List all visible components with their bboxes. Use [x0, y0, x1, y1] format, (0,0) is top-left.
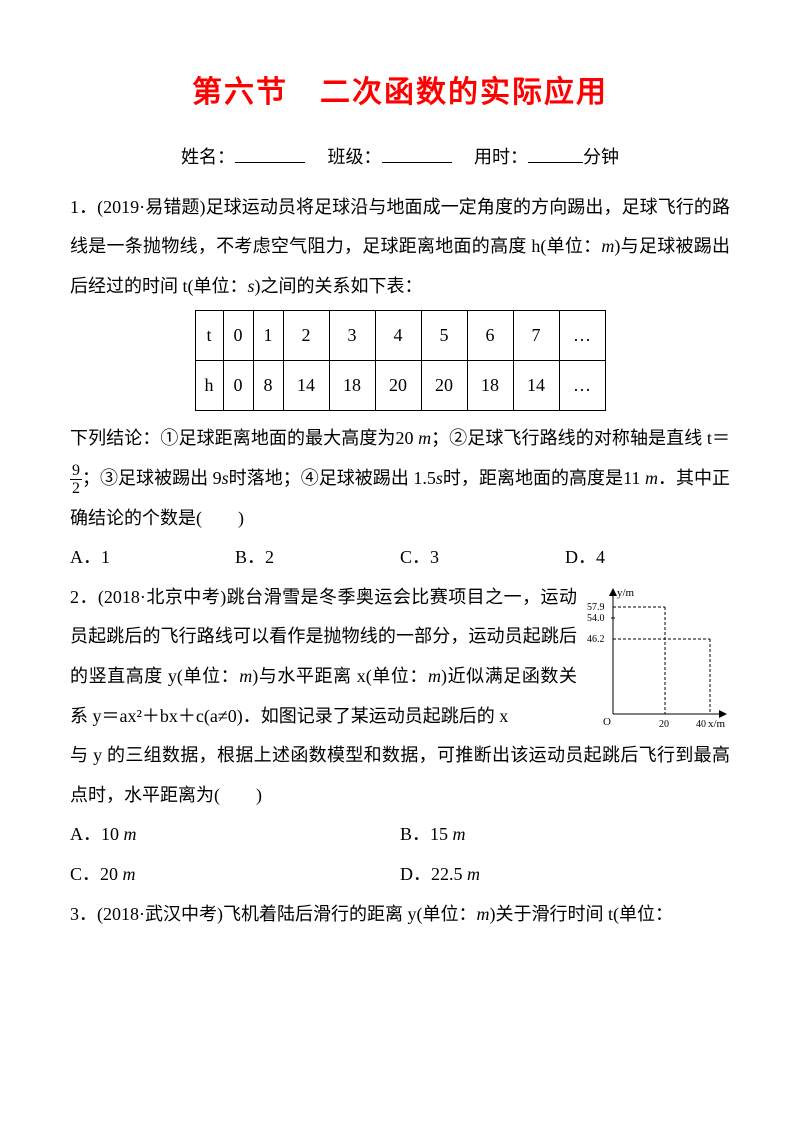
unit-m: m	[601, 236, 614, 256]
time-unit: 分钟	[583, 147, 619, 167]
q2-options-row2: C．20 m D．22.5 m	[70, 855, 730, 895]
origin-label: O	[603, 716, 611, 728]
unit-m-c: m	[123, 864, 136, 884]
q2-opt-a[interactable]: A．10 m	[70, 815, 400, 855]
ytick-579: 57.9	[587, 602, 605, 613]
h-5: 20	[421, 361, 467, 411]
q2-opt-d[interactable]: D．22.5 m	[400, 855, 730, 895]
t-0: 0	[223, 311, 253, 361]
q3-stem: 3．(2018·武汉中考)飞机着陆后滑行的距离 y(单位：m)关于滑行时间 t(…	[70, 895, 730, 935]
q1-c5: 时，距离地面的高度是11	[443, 468, 645, 488]
frac-num: 9	[70, 462, 82, 481]
unit-s-3: s	[436, 468, 443, 488]
q2-options-row1: A．10 m B．15 m	[70, 815, 730, 855]
q1-opt-a[interactable]: A．1	[70, 538, 235, 578]
q2-t4: 与 y 的三组数据，根据上述函数模型和数据，可推断出该运动员起跳后飞行到最高点时…	[70, 745, 730, 805]
t-label: t	[195, 311, 223, 361]
xtick-20: 20	[659, 719, 669, 730]
q2-opt-a-text: A．10	[70, 824, 124, 844]
q2-opt-c-text: C．20	[70, 864, 123, 884]
q1-opt-d[interactable]: D．4	[565, 538, 730, 578]
unit-m-b: m	[453, 824, 466, 844]
t-2: 2	[283, 311, 329, 361]
xtick-40: 40	[696, 719, 706, 730]
unit-m-5: m	[428, 666, 441, 686]
name-label: 姓名：	[181, 147, 235, 167]
h-label: h	[195, 361, 223, 411]
unit-m-d: m	[467, 864, 480, 884]
fraction-9-2: 92	[70, 462, 82, 498]
table-row-h: h 0 8 14 18 20 20 18 14 …	[195, 361, 605, 411]
t-1: 1	[253, 311, 283, 361]
q1-c2: ；②足球飞行路线的对称轴是直线 t＝	[431, 428, 730, 448]
q1-c1: 下列结论：①足球距离地面的最大高度为20	[70, 428, 418, 448]
t-6: 6	[467, 311, 513, 361]
time-label: 用时：	[474, 147, 528, 167]
t-5: 5	[421, 311, 467, 361]
unit-s-2: s	[222, 468, 229, 488]
q1-opt-b[interactable]: B．2	[235, 538, 400, 578]
q2-opt-c[interactable]: C．20 m	[70, 855, 400, 895]
q2-block: y/m x/m O 57.9 54.0 46.2 20 40 2．(2018·北…	[70, 578, 730, 816]
q2-stem-2: 与 y 的三组数据，根据上述函数模型和数据，可推断出该运动员起跳后飞行到最高点时…	[70, 736, 730, 815]
h-2: 14	[283, 361, 329, 411]
name-blank[interactable]	[235, 145, 305, 163]
q2-opt-d-text: D．22.5	[400, 864, 467, 884]
q2-opt-b[interactable]: B．15 m	[400, 815, 730, 855]
unit-m-a: m	[124, 824, 137, 844]
h-8: …	[559, 361, 605, 411]
h-1: 8	[253, 361, 283, 411]
q3-t1: 3．(2018·武汉中考)飞机着陆后滑行的距离 y(单位：	[70, 904, 476, 924]
q1-stem: 1．(2019·易错题)足球运动员将足球沿与地面成一定角度的方向踢出，足球飞行的…	[70, 188, 730, 307]
unit-m-4: m	[239, 666, 252, 686]
q1-conclusion: 下列结论：①足球距离地面的最大高度为20 m；②足球飞行路线的对称轴是直线 t＝…	[70, 419, 730, 538]
y-axis-label: y/m	[617, 587, 635, 599]
q1-text-3: )之间的关系如下表：	[255, 276, 423, 296]
form-line: 姓名： 班级： 用时： 分钟	[70, 138, 730, 178]
q1-c3: ；③足球被踢出 9	[82, 468, 222, 488]
unit-m-2: m	[418, 428, 431, 448]
h-3: 18	[329, 361, 375, 411]
q1-options: A．1 B．2 C．3 D．4	[70, 538, 730, 578]
table-row-t: t 0 1 2 3 4 5 6 7 …	[195, 311, 605, 361]
class-blank[interactable]	[382, 145, 452, 163]
t-8: …	[559, 311, 605, 361]
q2-opt-b-text: B．15	[400, 824, 453, 844]
h-0: 0	[223, 361, 253, 411]
q3-t2: )关于滑行时间 t(单位：	[489, 904, 673, 924]
q1-table-wrap: t 0 1 2 3 4 5 6 7 … h 0 8 14 18 20 20 18…	[70, 310, 730, 411]
page-title: 第六节 二次函数的实际应用	[70, 60, 730, 126]
t-3: 3	[329, 311, 375, 361]
unit-s: s	[248, 276, 255, 296]
unit-m-6: m	[476, 904, 489, 924]
class-label: 班级：	[328, 147, 382, 167]
q1-c4: 时落地；④足球被踢出 1.5	[229, 468, 436, 488]
h-6: 18	[467, 361, 513, 411]
q1-table: t 0 1 2 3 4 5 6 7 … h 0 8 14 18 20 20 18…	[195, 310, 606, 411]
ytick-540: 54.0	[587, 613, 605, 624]
q2-graph: y/m x/m O 57.9 54.0 46.2 20 40	[585, 584, 730, 734]
ytick-462: 46.2	[587, 634, 605, 645]
h-4: 20	[375, 361, 421, 411]
h-7: 14	[513, 361, 559, 411]
time-blank[interactable]	[528, 145, 583, 163]
t-7: 7	[513, 311, 559, 361]
q1-opt-c[interactable]: C．3	[400, 538, 565, 578]
t-4: 4	[375, 311, 421, 361]
q2-t2: )与水平距离 x(单位：	[252, 666, 428, 686]
unit-m-3: m	[645, 468, 658, 488]
frac-den: 2	[70, 480, 82, 498]
x-axis-label: x/m	[708, 718, 726, 730]
